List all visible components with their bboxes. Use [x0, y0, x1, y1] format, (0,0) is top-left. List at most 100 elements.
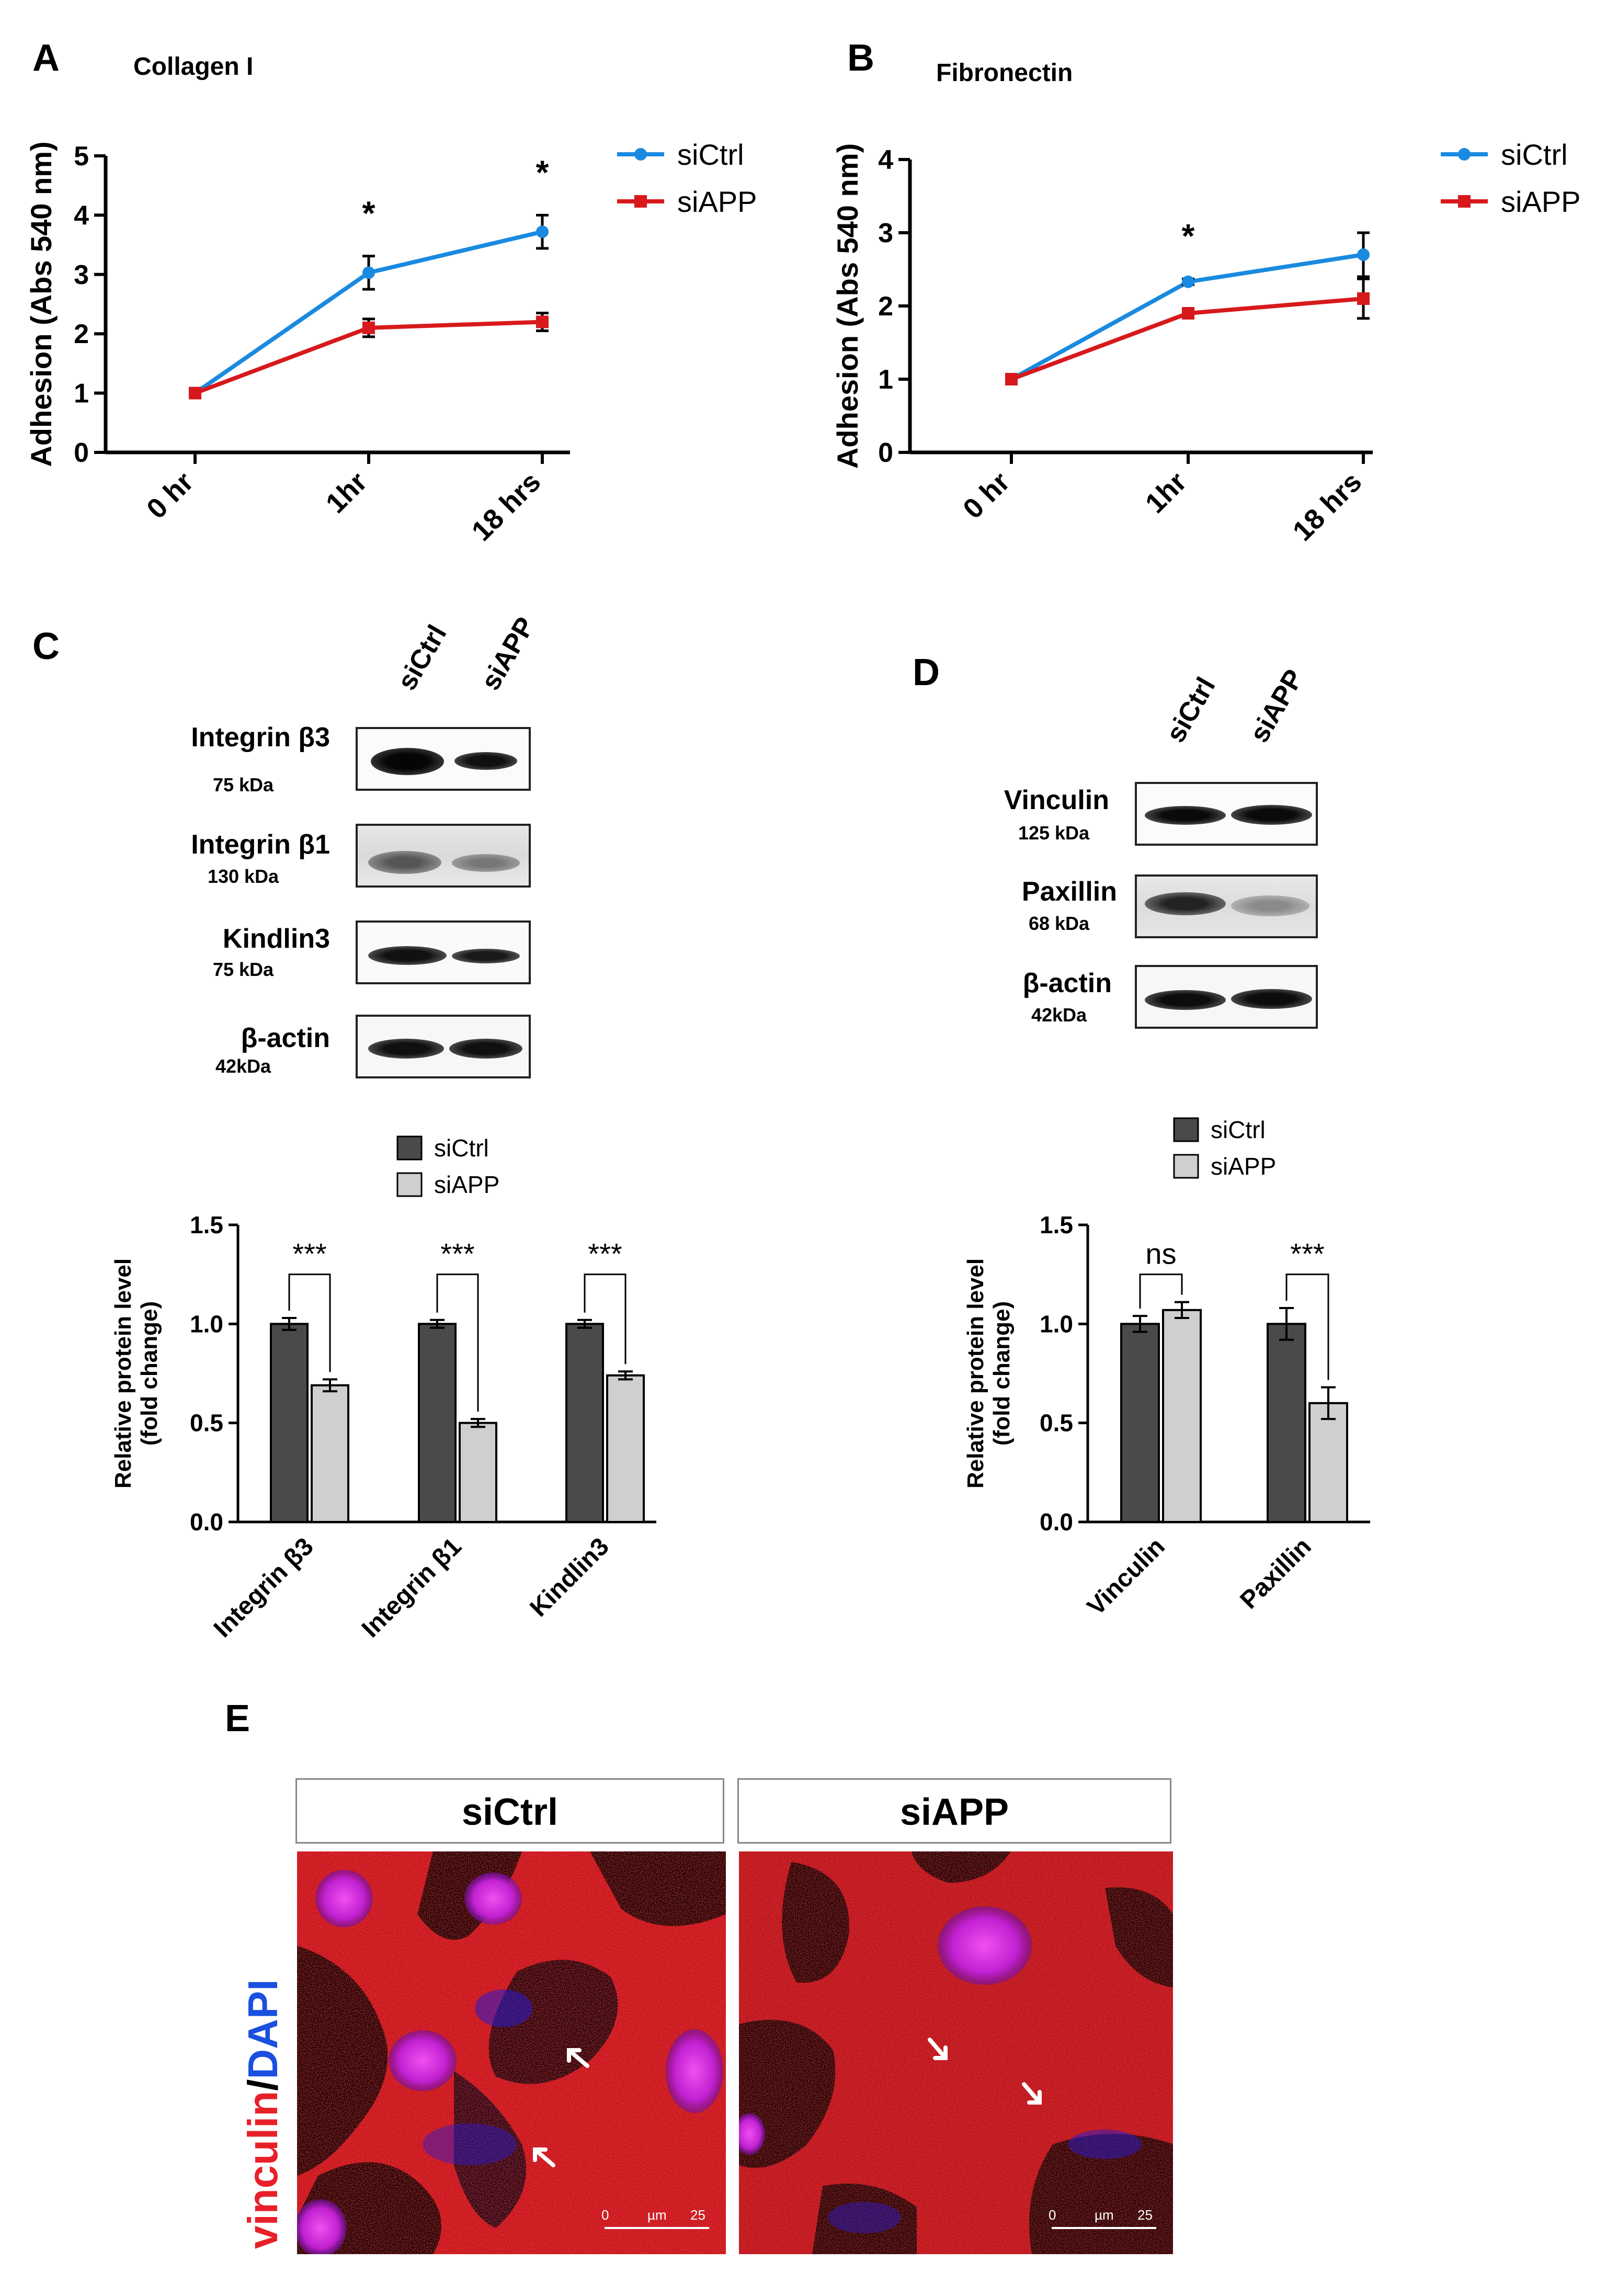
legend-label: siCtrl [1501, 138, 1568, 171]
y-tick-label: 3 [878, 218, 893, 248]
data-point [189, 387, 201, 400]
legend-label: siAPP [1501, 185, 1581, 218]
scale-bar-unit: µm [1095, 2207, 1114, 2223]
x-tick-label: Kindlin3 [525, 1532, 614, 1622]
y-axis-label: Relative protein level [963, 1258, 988, 1488]
panel-c-lane-siapp: siAPP [475, 612, 541, 696]
scale-bar-line [1052, 2227, 1156, 2229]
blot-label: Paxillin [1021, 877, 1117, 907]
bar [565, 1323, 604, 1523]
x-tick-label: 1hr [1140, 466, 1193, 519]
y-tick-label: 0.5 [190, 1410, 223, 1437]
blot-integrin-b1 [356, 824, 531, 888]
blot-label: Integrin β1 [191, 829, 330, 860]
scale-bar-start: 0 [1049, 2207, 1056, 2223]
stain-label-vinculin: vinculin [240, 2090, 286, 2249]
image-title-sictrl: siCtrl [295, 1778, 724, 1844]
stain-label-dapi: DAPI [240, 1979, 286, 2079]
blot-kda: 75 kDa [212, 959, 274, 980]
blot-label: Kindlin3 [222, 924, 330, 954]
micrograph-siapp-image [739, 1851, 1173, 2254]
panel-d-bar-chart: 0.0 0.5 1.0 1.5 Relative protein level (fold … [963, 1116, 1370, 1621]
y-tick-label: 0.0 [1040, 1508, 1073, 1536]
y-tick-label: 0 [74, 438, 89, 468]
blot-integrin-b3 [356, 727, 531, 791]
legend-label: siAPP [434, 1171, 499, 1198]
x-tick-label: 18 hrs [1287, 466, 1368, 547]
y-tick-label: 0.5 [1040, 1410, 1073, 1437]
significance-marker: *** [588, 1237, 622, 1270]
legend-label: siAPP [677, 185, 757, 218]
scale-bar-end: 25 [690, 2207, 705, 2223]
blot-kindlin3 [356, 920, 531, 984]
bar [1267, 1323, 1306, 1523]
legend-swatch [396, 1135, 423, 1161]
y-tick-label: 3 [74, 260, 89, 290]
legend-marker [634, 148, 647, 161]
stain-label: vinculin/DAPI [238, 1851, 288, 2249]
data-point [536, 315, 549, 328]
bar [459, 1422, 497, 1524]
blot-label: Integrin β3 [191, 722, 330, 753]
image-title-siapp: siAPP [737, 1778, 1171, 1844]
bar [1162, 1309, 1202, 1523]
significance-marker: *** [440, 1237, 474, 1270]
micrograph-siapp: 0 µm 25 [739, 1851, 1173, 2254]
panel-b-line-chart: 0 1 2 3 4 0 hr 1hr 18 hrs Adhesion (Abs 540 nm) s… [831, 138, 1581, 547]
blot-kda: 42kDa [1031, 1004, 1087, 1026]
y-axis-label: Adhesion (Abs 540 nm) [25, 141, 58, 467]
panel-b-title: Fibronectin [936, 59, 1073, 87]
panel-letter-a: A [32, 37, 60, 79]
data-point [1182, 307, 1194, 320]
significance-marker: ns [1145, 1237, 1176, 1270]
scale-bar-start: 0 [601, 2207, 609, 2223]
data-point [536, 225, 549, 238]
panel-letter-c: C [32, 626, 60, 667]
legend-swatch [1173, 1117, 1199, 1142]
legend-marker [1458, 195, 1471, 208]
significance-marker: * [1182, 217, 1195, 255]
data-point [1005, 373, 1018, 385]
x-tick-label: 0 hr [957, 466, 1016, 525]
y-tick-label: 1 [878, 365, 893, 395]
data-point [1357, 292, 1370, 305]
panel-letter-d: D [913, 652, 940, 694]
panel-c-lane-sictrl: siCtrl [391, 620, 453, 696]
blot-kda: 42kDa [215, 1055, 271, 1077]
significance-marker: *** [1290, 1237, 1324, 1270]
panel-d-lane-sictrl: siCtrl [1160, 672, 1222, 748]
legend-label: siAPP [1211, 1153, 1276, 1180]
blot-label: β-actin [1022, 968, 1112, 998]
blot-vinculin [1135, 782, 1318, 846]
data-point [362, 266, 375, 279]
data-point [362, 321, 375, 334]
bar [1308, 1402, 1348, 1523]
significance-marker: *** [292, 1237, 326, 1270]
y-tick-label: 1.5 [1040, 1211, 1073, 1238]
y-tick-label: 1 [74, 379, 89, 409]
y-axis-label: Adhesion (Abs 540 nm) [831, 143, 864, 469]
y-tick-label: 2 [878, 291, 893, 322]
blot-kda: 75 kDa [212, 774, 274, 795]
blot-b-actin-c [356, 1015, 531, 1078]
blot-label: β-actin [241, 1023, 330, 1053]
x-tick-label: 18 hrs [466, 466, 547, 547]
legend-swatch [396, 1172, 423, 1197]
scale-bar-unit: µm [647, 2207, 667, 2223]
blot-kda: 125 kDa [1018, 822, 1090, 844]
x-tick-label: Integrin β3 [209, 1532, 319, 1643]
micrograph-sictrl-image [297, 1851, 726, 2254]
bar [418, 1323, 457, 1523]
scale-bar-line [605, 2227, 709, 2229]
blot-paxillin [1135, 874, 1318, 938]
bar [606, 1374, 645, 1523]
data-point [1357, 248, 1370, 261]
micrograph-sictrl: 0 µm 25 [297, 1851, 726, 2254]
significance-marker: * [536, 153, 549, 191]
legend-marker [1458, 148, 1471, 161]
y-tick-label: 5 [74, 141, 89, 172]
panel-letter-b: B [847, 37, 874, 79]
legend-label: siCtrl [1211, 1116, 1266, 1143]
y-tick-label: 1.0 [190, 1310, 223, 1337]
y-tick-label: 0 [878, 438, 893, 468]
